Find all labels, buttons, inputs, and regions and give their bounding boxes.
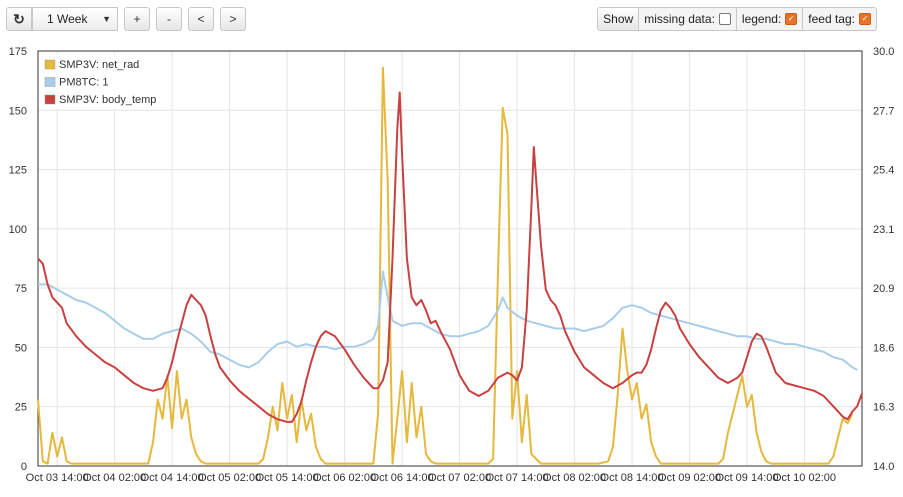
legend-swatch <box>44 59 56 70</box>
legend-label: PM8TC: 1 <box>59 77 109 89</box>
x-tick-label: Oct 09 14:00 <box>716 472 779 484</box>
legend-swatch <box>44 77 56 87</box>
y-left-tick-label: 125 <box>9 165 27 177</box>
feed-tag-label: feed tag: <box>808 12 855 26</box>
x-tick-label: Oct 10 02:00 <box>773 472 836 484</box>
series-line-1 <box>38 270 858 371</box>
y-right-tick-label: 25.4 <box>873 165 894 177</box>
series-line-2 <box>37 91 863 423</box>
x-tick-label: Oct 04 14:00 <box>141 472 204 484</box>
y-right-tick-label: 30.0 <box>873 46 894 58</box>
chart-grid <box>38 51 862 466</box>
y-left-tick-label: 25 <box>15 402 27 414</box>
legend-label: legend: <box>741 12 782 26</box>
legend-swatch <box>44 94 56 105</box>
series-line-0 <box>37 66 854 465</box>
y-left-tick-label: 50 <box>15 342 27 354</box>
plot-frame <box>37 50 863 467</box>
chart-axes: 0 14.0 25 16.3 50 18.6 75 20.9 100 23.1 125 25.4 150… <box>9 46 895 484</box>
range-select-value: 1 Week <box>47 12 88 26</box>
refresh-icon: ↻ <box>13 10 25 27</box>
y-right-tick-label: 16.3 <box>873 402 894 414</box>
x-tick-label: Oct 07 02:00 <box>428 472 491 484</box>
display-options: Show missing data: legend: ✓ feed tag: ✓ <box>597 7 877 31</box>
zoom-out-button[interactable]: - <box>156 7 182 31</box>
chevron-down-icon: ▼ <box>102 14 111 24</box>
y-right-tick-label: 23.1 <box>873 224 894 236</box>
show-button[interactable]: Show <box>597 7 640 31</box>
missing-data-checkbox[interactable] <box>718 13 731 25</box>
range-control: ↻ 1 Week ▼ <box>6 7 118 31</box>
missing-data-label: missing data: <box>644 12 715 26</box>
y-left-tick-label: 100 <box>9 224 27 236</box>
y-right-tick-label: 27.7 <box>873 105 894 117</box>
x-tick-label: Oct 04 02:00 <box>83 472 146 484</box>
missing-data-option[interactable]: missing data: <box>638 7 737 31</box>
feed-tag-option[interactable]: feed tag: ✓ <box>802 7 877 31</box>
x-tick-label: Oct 08 14:00 <box>601 472 664 484</box>
x-tick-label: Oct 06 14:00 <box>371 472 434 484</box>
y-right-tick-label: 20.9 <box>873 283 894 295</box>
feed-tag-checkbox[interactable]: ✓ <box>859 13 871 25</box>
chart-legend: SMP3V: net_rad PM8TC: 1 SMP3V: body_temp <box>40 55 170 109</box>
toolbar: ↻ 1 Week ▼ + - < > <box>6 7 246 31</box>
y-left-tick-label: 75 <box>15 283 27 295</box>
x-tick-label: Oct 03 14:00 <box>26 472 89 484</box>
chart-series <box>37 66 863 465</box>
refresh-button[interactable]: ↻ <box>6 7 32 31</box>
range-select[interactable]: 1 Week ▼ <box>32 7 118 31</box>
legend-box <box>40 55 170 109</box>
legend-checkbox[interactable]: ✓ <box>785 13 798 25</box>
legend-option[interactable]: legend: ✓ <box>735 7 804 31</box>
legend-label: SMP3V: net_rad <box>59 59 139 71</box>
legend-label: SMP3V: body_temp <box>59 94 156 106</box>
x-tick-label: Oct 05 14:00 <box>256 472 319 484</box>
x-tick-label: Oct 07 14:00 <box>486 472 549 484</box>
x-tick-label: Oct 09 02:00 <box>658 472 721 484</box>
y-right-tick-label: 18.6 <box>873 342 894 354</box>
y-left-tick-label: 175 <box>9 46 27 58</box>
zoom-in-button[interactable]: + <box>124 7 150 31</box>
x-tick-label: Oct 05 02:00 <box>198 472 261 484</box>
x-tick-label: Oct 08 02:00 <box>543 472 606 484</box>
x-tick-label: Oct 06 02:00 <box>313 472 376 484</box>
y-right-tick-label: 14.0 <box>873 461 894 473</box>
next-button[interactable]: > <box>220 7 246 31</box>
prev-button[interactable]: < <box>188 7 214 31</box>
y-left-tick-label: 0 <box>21 461 27 473</box>
y-left-tick-label: 150 <box>9 105 27 117</box>
